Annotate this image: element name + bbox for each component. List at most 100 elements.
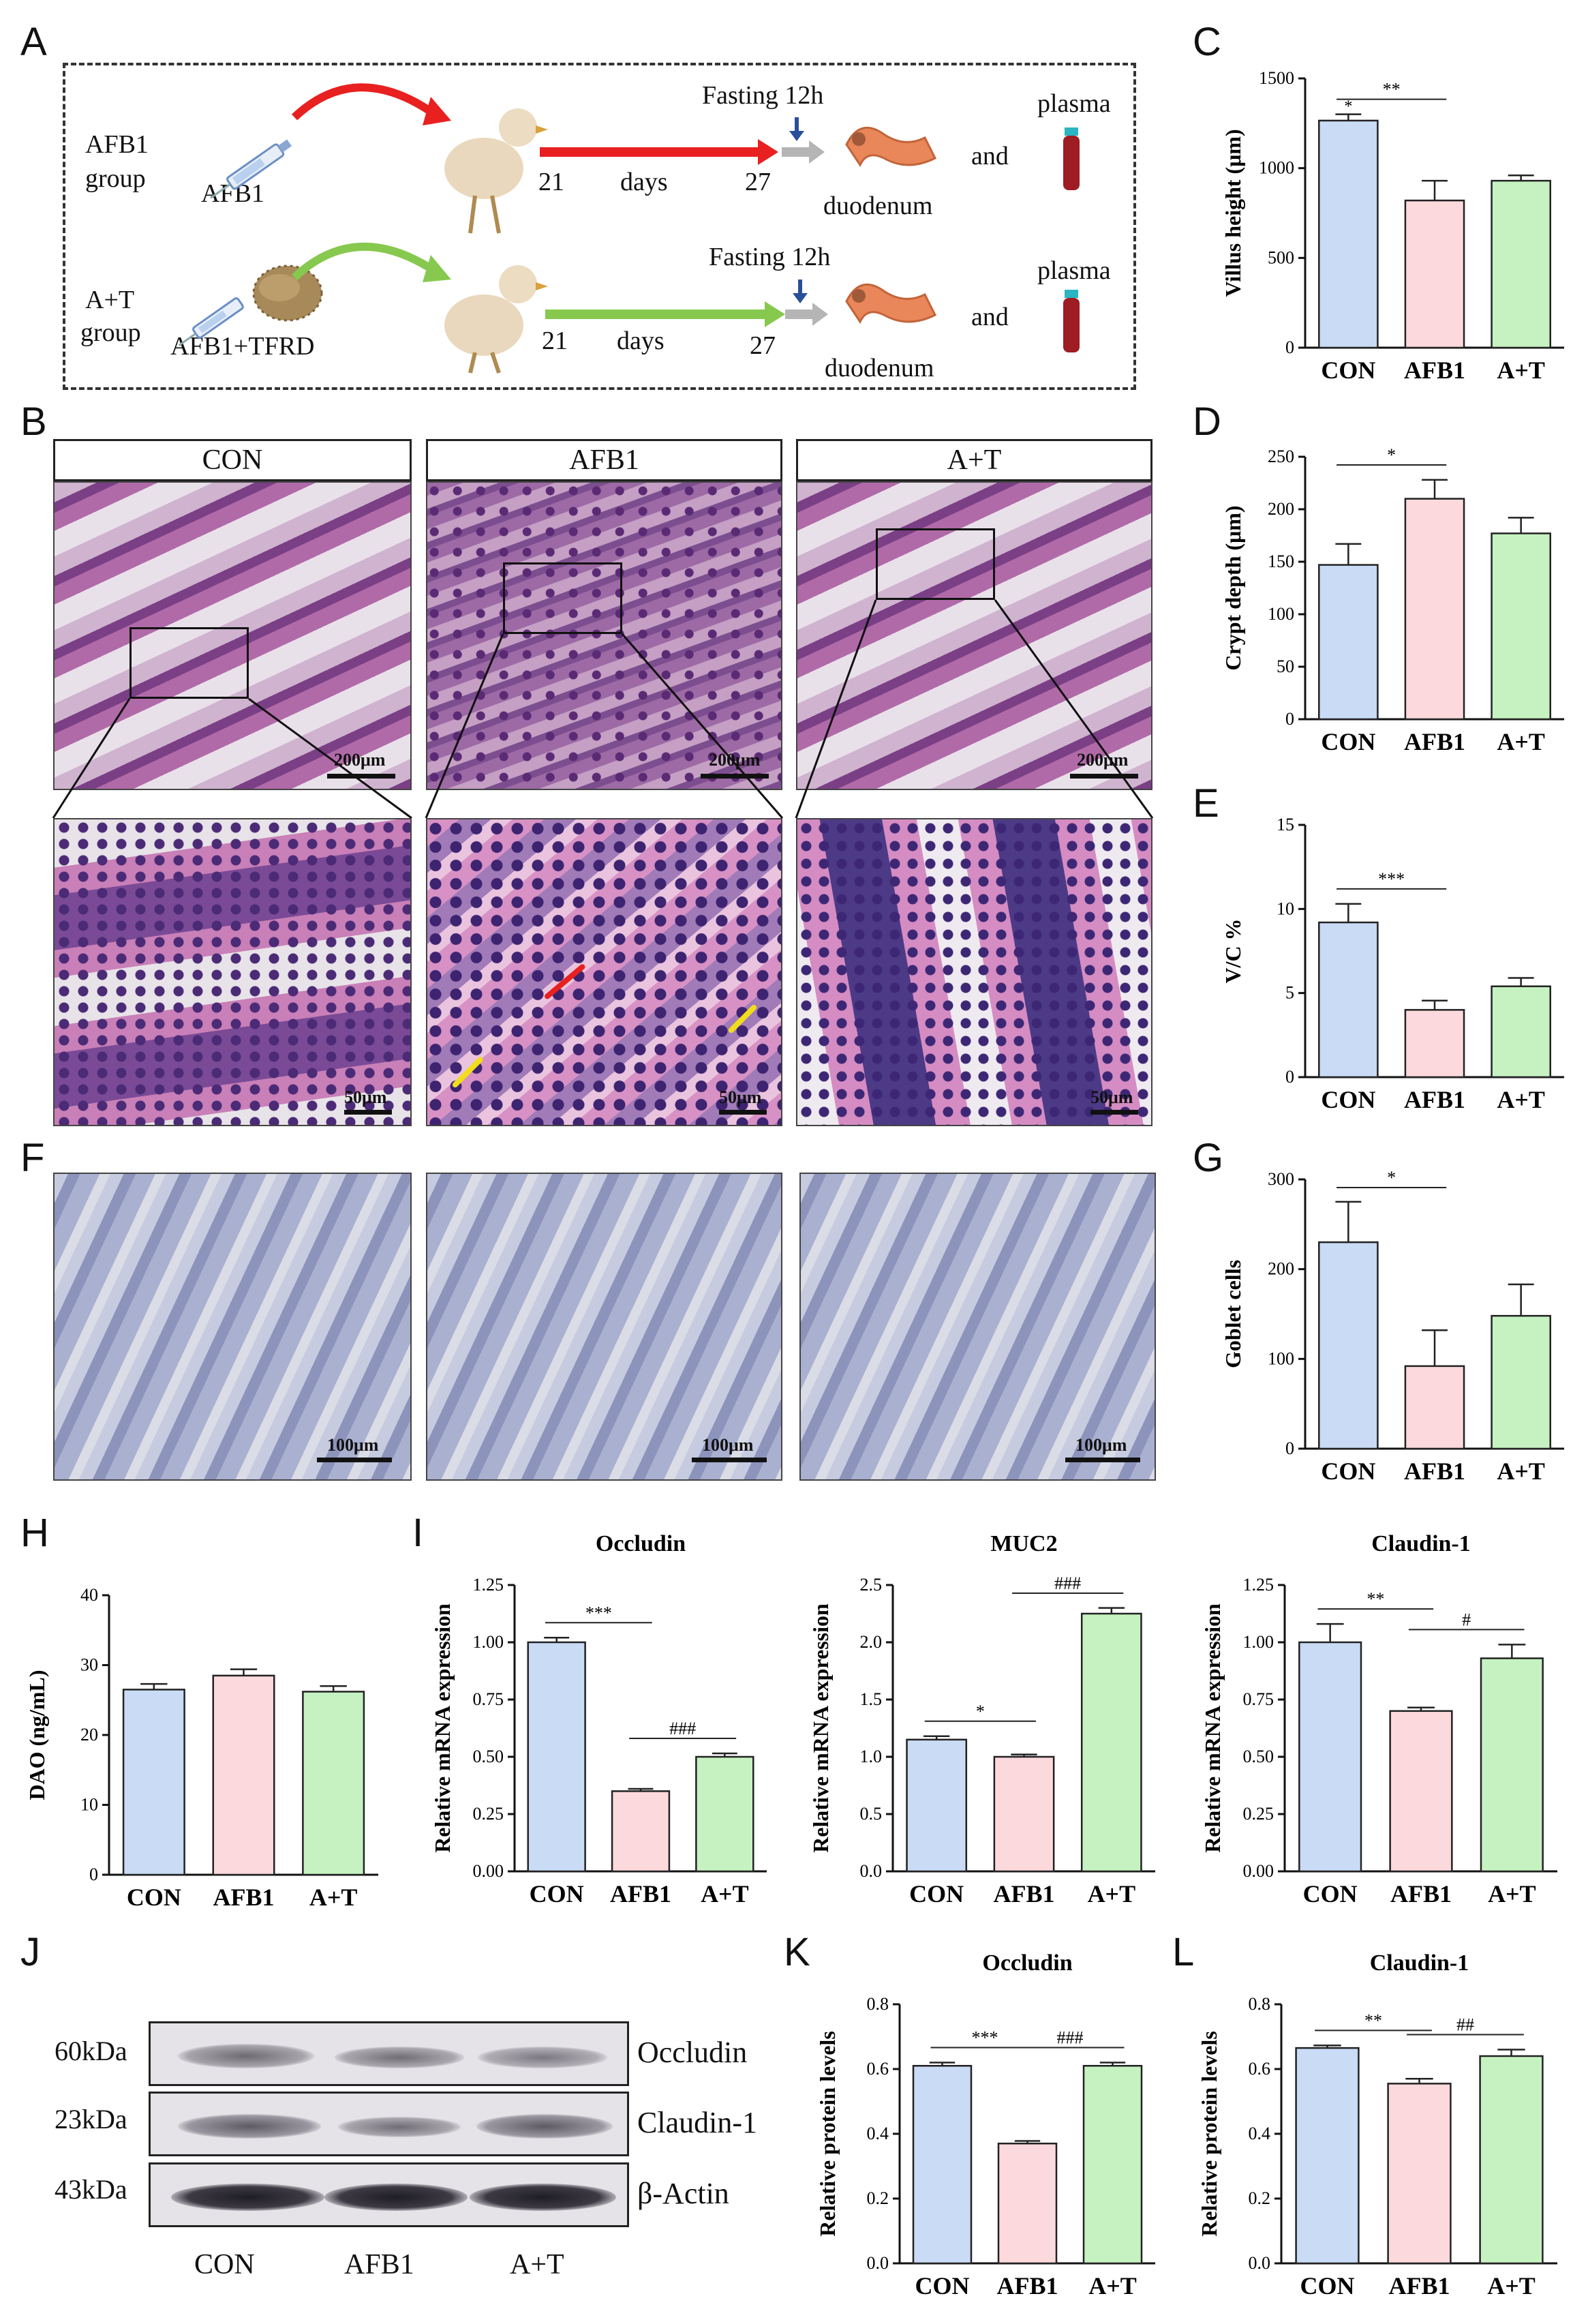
bar-con [1318,564,1379,721]
bar-a-t [302,1691,365,1876]
fasting-label-2: Fasting 12h [709,243,831,271]
x-tick-label: A+T [1497,728,1545,755]
x-tick-label: A+T [1487,2272,1536,2299]
duodenum-icon [845,284,937,325]
y-tick-label: 0.50 [1243,1747,1274,1766]
scale-bar [1065,1458,1140,1462]
x-tick-label: AFB1 [1404,1458,1465,1485]
day-end-1: 27 [745,168,771,196]
protein-label: β-Actin [637,2177,729,2210]
x-tick-label: CON [1321,357,1375,384]
header-at: A+T [796,439,1152,481]
panel-letter-f: F [20,1136,45,1180]
significance-label: ### [669,1719,696,1738]
bar-a-t [1491,1314,1551,1450]
panel-letter-a: A [20,20,47,64]
y-tick-label: 0.8 [1249,1994,1271,2014]
x-tick-label: CON [909,1880,964,1907]
blood-tube-icon [1063,127,1080,190]
x-tick-label: CON [530,1880,584,1907]
x-tick-label: AFB1 [1390,1880,1452,1907]
kda-label: 23kDa [55,2104,127,2134]
bar-con [122,1689,185,1876]
scale-bar [1090,1110,1138,1115]
y-axis-label: Relative mRNA expression [430,1603,455,1853]
bar-afb1 [997,2143,1058,2265]
and-label-1: and [971,142,1009,170]
scale-label: 50μm [719,1087,762,1107]
experimental-schematic [63,63,1136,390]
y-tick-label: 300 [1268,1169,1294,1189]
plasma-label-2: plasma [1037,256,1111,285]
panel-letter-l: L [1172,1930,1195,1974]
at-group-label-line1: A+T [85,286,135,314]
y-axis-label: Relative mRNA expression [1200,1603,1225,1853]
y-tick-label: 1.00 [1243,1632,1274,1652]
bar-con [1295,2047,1360,2265]
y-tick-label: 0.6 [867,2059,889,2079]
zoom-box-afb1 [503,562,622,634]
chart-d: 0 50 100 150 200 250 Crypt depth (μm) CON AFB1 A+… [1221,445,1564,755]
bar-afb1 [611,1790,671,1873]
at-group-label-line2: group [80,318,141,347]
y-tick-label: 40 [80,1585,98,1605]
and-label-2: and [971,303,1009,331]
y-tick-label: 0.00 [473,1861,504,1881]
y-tick-label: 250 [1268,447,1294,466]
plasma-label-1: plasma [1037,89,1111,118]
curved-arrow-red-icon [291,83,437,121]
blot-lane-label: CON [194,2249,255,2280]
x-tick-label: AFB1 [1404,1086,1465,1113]
x-tick-label: AFB1 [610,1880,671,1907]
y-tick-label: 20 [80,1725,98,1745]
y-axis-label: Goblet cells [1221,1260,1245,1368]
panel-letter-h: H [20,1511,49,1555]
y-tick-label: 0 [89,1865,98,1884]
chicken-icon [444,108,548,234]
histology-con-low [53,481,412,790]
bar-con [912,2065,973,2265]
duodenum-label-1: duodenum [823,192,933,220]
header-afb1: AFB1 [426,439,782,481]
panel-letter-i: I [412,1511,424,1555]
days-label-1: days [620,168,668,196]
x-tick-label: A+T [1488,1880,1536,1907]
pas-con [53,1173,412,1481]
y-tick-label: 1.25 [473,1575,504,1595]
significance-label: *** [1378,869,1405,889]
x-tick-label: CON [1300,2272,1355,2299]
histology-at-high [796,818,1152,1126]
scale-bar [719,1110,767,1115]
histology-at-low [796,481,1152,790]
bar-afb1 [1389,1710,1453,1873]
y-tick-label: 1500 [1259,68,1294,88]
bar-con [1318,1241,1379,1450]
panel-letter-c: C [1193,20,1221,64]
scale-bar [327,774,395,779]
scale-bar [1070,774,1138,779]
protein-label: Claudin-1 [637,2106,757,2139]
significance-label: # [1462,1610,1471,1629]
protein-label: Occludin [637,2036,748,2069]
y-tick-label: 5 [1285,983,1294,1003]
chart-g: 0 100 200 300 Goblet cells CON AFB1 A+T * [1221,1168,1564,1485]
y-tick-label: 0.75 [1243,1689,1274,1709]
header-con: CON [53,439,412,481]
significance-label: ### [1054,1573,1081,1593]
scale-label: 50μm [1090,1087,1133,1107]
y-tick-label: 0.50 [473,1747,504,1766]
afb1-group-label-line1: AFB1 [85,130,149,159]
bar-a-t [695,1755,754,1873]
panel-letter-b: B [20,399,47,444]
y-tick-label: 2.0 [860,1632,883,1652]
y-axis-label: Relative protein levels [1197,2031,1221,2237]
significance-label: ### [1057,2028,1084,2048]
y-tick-label: 1.0 [860,1747,883,1766]
curved-arrow-green-icon [291,243,437,281]
x-tick-label: A+T [1497,1458,1545,1485]
chart-title: Occludin [596,1531,686,1556]
chart-c: 0 500 1000 1500 Villus height (μm) CON AFB1 A+T… [1221,68,1564,384]
y-tick-label: 0.25 [473,1804,504,1824]
chart-i2: 0.0 0.5 1.0 1.5 2.0 2.5 Relative mRNA expressi… [808,1531,1155,1907]
